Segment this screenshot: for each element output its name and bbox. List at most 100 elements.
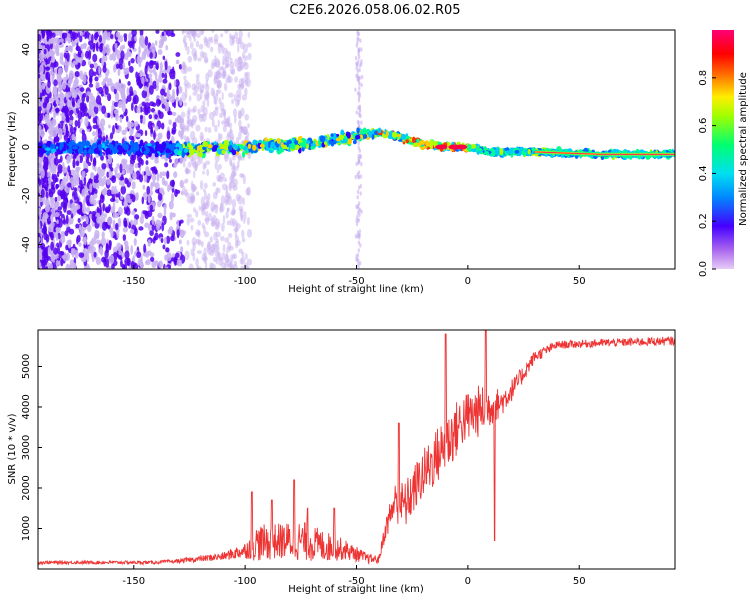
spectrum-noise-point [73, 107, 77, 115]
spectrum-noise-point [357, 174, 361, 180]
spectrum-noise-point [92, 62, 98, 69]
spectrum-noise-point [83, 254, 87, 263]
spectrum-noise-point [128, 65, 134, 73]
spectrum-noise-point [212, 204, 218, 209]
spectrum-signal-point [527, 148, 531, 155]
spectrum-noise-point [354, 55, 358, 61]
spectrum-noise-point [74, 70, 80, 77]
spectrum-noise-point [148, 69, 154, 74]
spectrum-noise-point [217, 132, 221, 143]
spectrum-noise-point [93, 32, 99, 41]
spectrum-noise-point [201, 30, 204, 35]
spectrum-noise-point [240, 265, 244, 269]
spectrum-noise-point [138, 226, 144, 231]
spectrum-noise-point [192, 30, 198, 35]
spectrum-noise-point [102, 54, 106, 61]
spectrum-signal-point [346, 137, 353, 145]
spectrum-noise-point [53, 247, 58, 255]
spectrum-noise-point [168, 200, 174, 210]
spectrum-noise-point [55, 183, 59, 190]
spectrum-noise-point [166, 130, 171, 140]
spectrum-noise-point [50, 231, 54, 241]
spectrum-noise-point [162, 55, 166, 61]
spectrum-noise-point [221, 91, 224, 101]
spectrum-noise-point [242, 43, 248, 54]
spectrum-noise-point [169, 71, 173, 78]
spectrum-noise-point [201, 112, 207, 123]
spectrum-noise-point [149, 52, 153, 59]
spectrum-noise-point [220, 222, 225, 232]
spectrum-noise-point [79, 216, 85, 221]
spectrum-noise-point [183, 102, 188, 107]
spectrum-signal-point [88, 148, 94, 155]
spectrum-noise-point [167, 228, 173, 235]
spectrum-noise-point [89, 63, 95, 69]
spectrum-noise-point [44, 96, 48, 106]
spectrum-noise-point [188, 263, 194, 269]
spectrum-signal-point [354, 134, 361, 140]
spectrum-noise-point [183, 135, 187, 141]
spectrum-noise-point [118, 125, 122, 132]
spectrum-noise-point [197, 219, 202, 226]
spectrum-noise-point [196, 93, 201, 102]
spectrum-noise-point [154, 169, 158, 175]
spectrum-noise-point [224, 262, 228, 269]
spectrum-noise-point [75, 204, 81, 210]
spectrum-noise-point [38, 59, 41, 65]
spectrum-noise-point [133, 218, 137, 226]
spectrum-noise-point [182, 157, 186, 163]
spectrum-noise-point [118, 206, 123, 216]
spectrum-noise-point [247, 31, 251, 38]
spectrum-noise-point [231, 198, 237, 209]
spectrum-noise-point [186, 217, 190, 226]
spectrum-noise-point [228, 122, 233, 129]
spectrum-noise-point [162, 244, 166, 250]
spectrum-signal-point [231, 149, 237, 156]
spectrum-noise-point [355, 61, 358, 66]
spectrum-noise-point [166, 235, 171, 244]
spectrum-noise-point [166, 93, 172, 101]
spectrum-noise-point [164, 60, 168, 71]
spectrum-noise-point [60, 231, 66, 238]
spectrum-signal-point [55, 142, 61, 147]
spectrum-signal-point [220, 144, 225, 148]
spectrum-noise-point [95, 42, 99, 52]
spectrum-noise-point [233, 178, 239, 187]
spectrum-noise-point [145, 160, 149, 166]
spectrum-noise-point [95, 81, 100, 89]
spectrum-noise-point [136, 106, 141, 114]
spectrum-noise-point [79, 154, 84, 164]
spectrum-signal-point [494, 147, 500, 155]
spectrum-noise-point [54, 196, 58, 202]
spectrum-noise-point [117, 68, 121, 77]
spectrum-noise-point [59, 30, 63, 35]
spectrum-noise-point [57, 76, 63, 82]
spectrum-noise-point [136, 81, 141, 86]
spectrum-noise-point [90, 153, 93, 163]
spectrum-noise-point [130, 155, 133, 161]
spectrum-noise-point [122, 264, 128, 269]
spectrum-noise-point [171, 257, 175, 262]
spectrum-noise-point [133, 94, 139, 105]
spectrum-signal-point [466, 144, 471, 151]
spectrum-noise-point [224, 198, 229, 206]
spectrum-noise-point [53, 79, 58, 87]
spectrum-noise-point [226, 133, 232, 142]
spectrum-noise-point [107, 93, 112, 102]
spectrum-noise-point [97, 30, 101, 35]
spectrum-noise-point [97, 116, 100, 126]
spectrum-noise-point [103, 212, 107, 219]
spectrum-noise-point [215, 256, 219, 265]
spectrum-noise-point [166, 30, 172, 37]
spectrum-noise-point [359, 174, 363, 179]
spectrum-noise-point [192, 207, 197, 213]
spectrum-noise-point [218, 97, 222, 105]
spectrum-noise-point [161, 72, 165, 78]
spectrum-signal-point [290, 145, 295, 150]
spectrum-noise-point [94, 165, 97, 172]
spectrum-noise-point [128, 135, 134, 141]
spectrum-noise-point [227, 76, 233, 83]
spectrum-noise-point [54, 211, 60, 218]
spectrum-signal-point [227, 145, 233, 151]
spectrum-noise-point [156, 78, 159, 88]
